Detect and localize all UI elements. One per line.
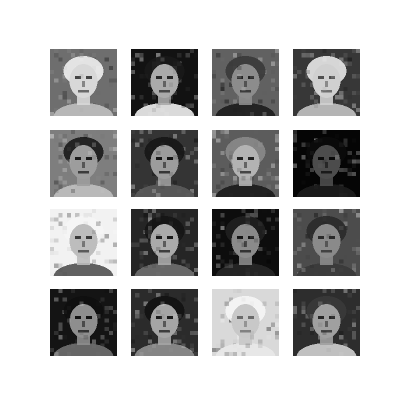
face-sample-tile: [293, 209, 360, 276]
face-sample-image: [293, 289, 360, 356]
face-sample-image: [293, 130, 360, 197]
face-sample-image: [131, 209, 198, 276]
face-sample-image: [50, 49, 117, 116]
face-sample-tile: [293, 49, 360, 116]
face-sample-tile: [131, 289, 198, 356]
face-sample-image: [131, 289, 198, 356]
face-sample-image: [212, 289, 279, 356]
face-sample-tile: [50, 49, 117, 116]
face-sample-tile: [50, 289, 117, 356]
face-sample-image: [50, 209, 117, 276]
face-sample-image: [131, 49, 198, 116]
face-sample-image: [212, 49, 279, 116]
face-sample-image: [293, 49, 360, 116]
face-sample-tile: [50, 209, 117, 276]
face-sample-tile: [293, 289, 360, 356]
face-sample-tile: [212, 289, 279, 356]
face-sample-tile: [212, 49, 279, 116]
face-sample-image: [293, 209, 360, 276]
face-sample-image: [50, 130, 117, 197]
face-sample-image: [50, 289, 117, 356]
face-sample-tile: [131, 49, 198, 116]
face-sample-image: [131, 130, 198, 197]
face-sample-image: [212, 209, 279, 276]
face-sample-tile: [212, 130, 279, 197]
face-sample-tile: [131, 130, 198, 197]
face-sample-tile: [50, 130, 117, 197]
face-sample-tile: [293, 130, 360, 197]
face-sample-image: [212, 130, 279, 197]
face-sample-tile: [212, 209, 279, 276]
face-sample-tile: [131, 209, 198, 276]
